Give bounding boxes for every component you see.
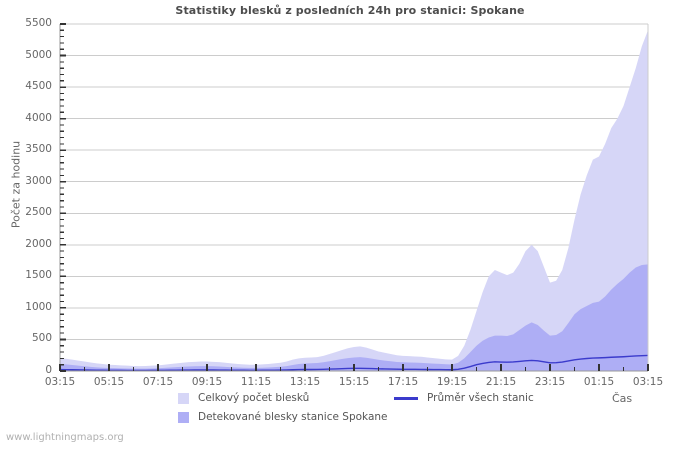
x-tick-label: 11:15 (240, 376, 272, 388)
x-tick-label: 21:15 (485, 376, 517, 388)
y-tick-label: 4000 (25, 111, 52, 124)
x-tick-label: 23:15 (534, 376, 566, 388)
x-tick-label: 07:15 (142, 376, 174, 388)
legend-label-station: Detekované blesky stanice Spokane (198, 411, 388, 423)
y-tick-label: 5000 (25, 48, 52, 61)
x-tick-label: 19:15 (436, 376, 468, 388)
x-tick-label: 17:15 (387, 376, 419, 388)
x-tick-label: 15:15 (338, 376, 370, 388)
x-axis-title: Čas (612, 392, 633, 405)
y-tick-label: 5500 (25, 17, 52, 29)
y-tick-label: 4500 (25, 80, 52, 93)
y-tick-label: 2500 (25, 206, 52, 219)
y-tick-label: 0 (45, 364, 52, 376)
legend-label-total: Celkový počet blesků (198, 392, 310, 404)
y-tick-label: 1500 (25, 269, 52, 282)
y-tick-label: 500 (31, 332, 52, 345)
legend-line-average-icon (394, 396, 418, 400)
footer-watermark: www.lightningmaps.org (6, 432, 124, 443)
x-tick-label: 13:15 (289, 376, 321, 388)
legend-swatch-total-icon (178, 392, 189, 404)
area-series-total (60, 30, 648, 372)
y-tick-label: 2000 (25, 237, 52, 250)
y-tick-label: 1000 (25, 300, 52, 313)
x-tick-label: 05:15 (93, 376, 125, 388)
x-tick-label: 01:15 (583, 376, 615, 388)
legend-item-average: Průměr všech stanic (394, 392, 534, 404)
chart-title: Statistiky blesků z posledních 24h pro s… (175, 4, 525, 17)
y-tick-label: 3500 (25, 143, 52, 156)
legend-item-station: Detekované blesky stanice Spokane (178, 411, 388, 423)
x-tick-label: 09:15 (191, 376, 223, 388)
area-series-station (60, 264, 648, 371)
x-tick-label: 03:15 (44, 376, 76, 388)
legend-label-average: Průměr všech stanic (427, 392, 534, 404)
legend-item-total: Celkový počet blesků (178, 392, 309, 404)
x-tick-label: 03:15 (632, 376, 664, 388)
y-tick-label: 3000 (25, 174, 52, 187)
legend-swatch-station-icon (178, 411, 189, 423)
